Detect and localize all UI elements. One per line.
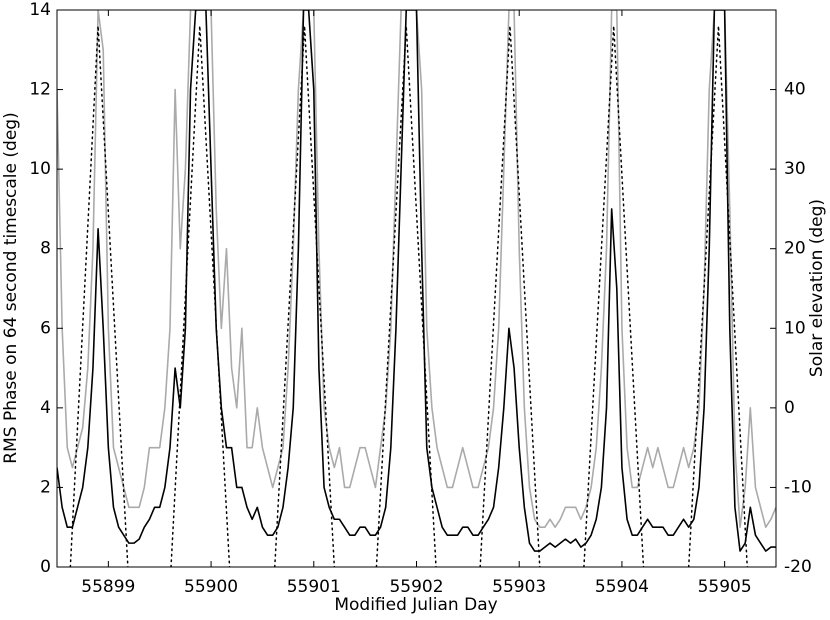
elevation-line <box>69 25 748 567</box>
x-tick-label: 55901 <box>287 577 341 597</box>
x-tick-label: 55900 <box>184 577 238 597</box>
x-tick-label: 55904 <box>595 577 649 597</box>
x-tick-label: 55905 <box>698 577 752 597</box>
plot-area <box>57 10 776 567</box>
x-tick-label: 55902 <box>389 577 443 597</box>
y2-tick-label: 40 <box>784 80 806 100</box>
series-line <box>57 10 776 552</box>
y2-tick-label: -20 <box>784 557 812 577</box>
y-tick-label: 6 <box>40 318 51 338</box>
y-tick-label: 14 <box>29 0 51 20</box>
x-tick-label: 55899 <box>81 577 135 597</box>
y-tick-label: 4 <box>40 398 51 418</box>
y2-axis-label: Solar elevation (deg) <box>807 199 827 377</box>
y-tick-label: 12 <box>29 80 51 100</box>
y-axis-label: RMS Phase on 64 second timescale (deg) <box>1 112 21 463</box>
x-tick-label: 55903 <box>492 577 546 597</box>
y2-tick-label: 20 <box>784 239 806 259</box>
y-tick-label: 8 <box>40 239 51 259</box>
y-tick-label: 0 <box>40 557 51 577</box>
x-axis-label: Modified Julian Day <box>334 595 497 615</box>
y2-tick-label: 0 <box>784 398 795 418</box>
y2-tick-label: 10 <box>784 318 806 338</box>
y2-tick-label: -10 <box>784 477 812 497</box>
series-line <box>57 10 776 529</box>
y2-tick-label: 30 <box>784 159 806 179</box>
y-tick-label: 2 <box>40 477 51 497</box>
y-tick-label: 10 <box>29 159 51 179</box>
